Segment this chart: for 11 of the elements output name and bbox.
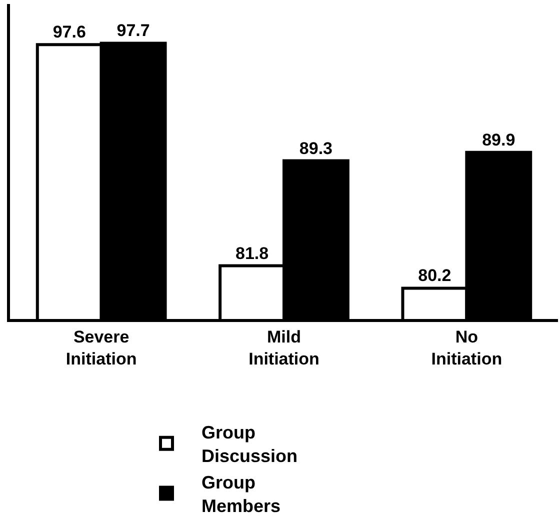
legend-label: Group Discussion bbox=[202, 422, 298, 466]
legend-label: Group Members bbox=[202, 472, 281, 516]
data-label: 89.3 bbox=[299, 138, 333, 158]
data-label: 81.8 bbox=[235, 244, 269, 263]
data-label: 89.9 bbox=[482, 130, 516, 150]
x-tick-label: Severe Initiation bbox=[66, 327, 137, 368]
x-tick-label: No Initiation bbox=[431, 327, 502, 368]
data-label: 97.7 bbox=[116, 21, 150, 40]
data-label: 97.6 bbox=[52, 22, 86, 42]
x-tick-label: Mild Initiation bbox=[248, 327, 320, 368]
data-label: 80.2 bbox=[418, 266, 452, 286]
